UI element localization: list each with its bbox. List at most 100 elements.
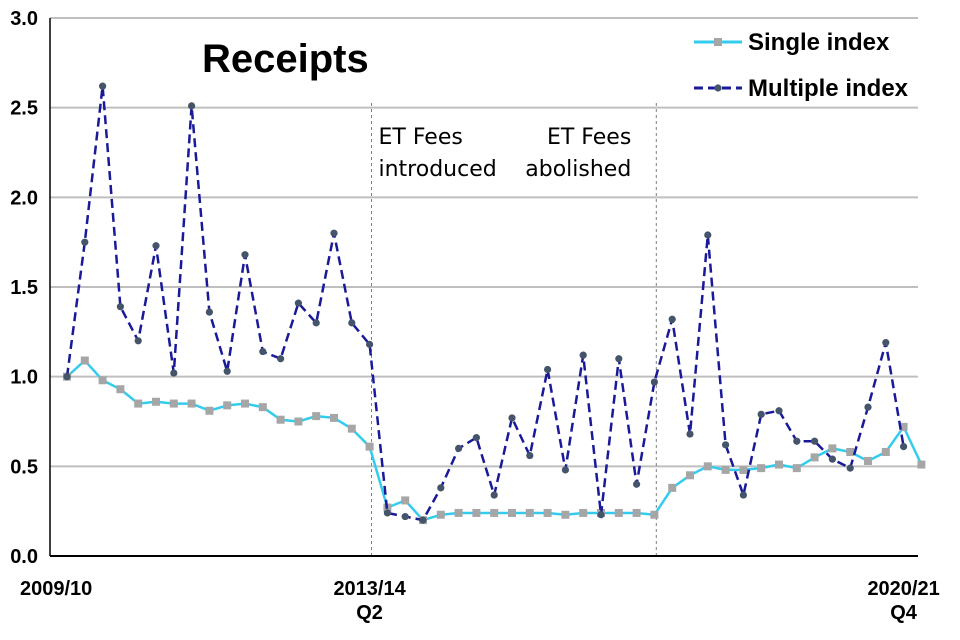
data-point [365,442,374,451]
annotation-text: introduced [379,157,497,182]
data-point [686,471,694,480]
data-point [633,480,641,488]
data-point [561,466,570,474]
y-tick-label: 1.5 [10,277,38,299]
data-point [739,491,748,499]
data-point [597,511,605,519]
data-point [650,510,659,519]
data-point [383,509,391,517]
y-tick-label: 0.0 [10,546,38,568]
data-point [508,414,516,422]
data-point [152,242,160,250]
series-single-index [63,356,926,525]
data-point [205,406,214,415]
legend-swatch-marker [714,38,722,46]
data-point [348,319,356,327]
data-point [223,367,231,375]
data-point [241,251,249,259]
data-point [294,417,303,426]
annotation-layer: ET Fees introduced ET Fees abolished [371,103,657,556]
x-tick-label: 2013/14 [333,578,406,600]
data-point [793,437,801,445]
data-point [561,510,570,519]
series-multiple-index [63,82,908,524]
data-point [294,299,302,307]
data-point [757,410,765,418]
data-point [579,351,587,359]
data-point [98,376,107,385]
data-point [650,378,659,386]
data-point [900,443,908,451]
data-point [99,82,107,90]
data-point [846,464,854,472]
data-point [544,365,552,374]
data-point [134,399,143,408]
data-point [614,508,623,517]
data-point [188,102,196,110]
x-tick-label: Q2 [356,602,383,624]
data-point [152,397,160,406]
data-point [472,508,481,517]
y-tick-label: 1.0 [10,367,38,389]
data-point [259,347,267,356]
data-point [792,464,801,473]
data-point [401,512,409,521]
data-point [721,465,730,474]
data-point [917,460,926,469]
data-point [347,424,356,433]
data-point [116,303,124,311]
x-tick-label: 2020/21 [867,578,939,600]
data-point [668,483,677,492]
data-point [187,399,196,408]
legend-swatch-marker [714,84,722,92]
data-point [811,437,819,445]
legend: Single index Multiple index [694,29,909,102]
data-point [63,373,71,381]
data-point [757,464,766,473]
data-point [134,337,142,345]
data-point [864,403,872,411]
data-point [899,422,908,431]
series-layer [63,82,926,525]
x-tick-label: Q4 [890,602,918,624]
data-point [276,415,285,424]
data-point [455,444,463,452]
data-point [615,355,623,363]
data-point [170,369,178,377]
data-point [881,447,890,456]
data-point [454,508,463,517]
data-point [277,355,285,363]
data-point [526,451,534,460]
legend-label: Multiple index [748,75,909,102]
data-point [704,231,712,239]
data-point [775,407,783,415]
y-tick-label: 3.0 [10,8,38,30]
annotation-text: ET Fees [547,125,631,150]
data-point [703,462,712,471]
data-point [508,508,516,517]
y-tick-label: 0.5 [10,456,38,478]
data-point [739,465,748,474]
data-point [668,315,676,323]
data-point [686,430,694,438]
data-point [205,308,213,316]
legend-label: Single index [748,29,890,56]
chart-title: Receipts [202,37,369,81]
data-point [366,340,374,348]
data-point [330,229,338,237]
data-point [846,447,855,456]
data-point [490,508,499,517]
series-line [65,84,905,522]
legend-item: Single index [694,29,890,56]
data-point [312,319,320,327]
data-point [810,453,819,462]
annotation-text: abolished [525,157,631,182]
data-point [543,508,552,517]
data-point [169,399,178,408]
data-point [882,338,890,347]
data-point [579,508,588,517]
data-point [223,401,232,410]
